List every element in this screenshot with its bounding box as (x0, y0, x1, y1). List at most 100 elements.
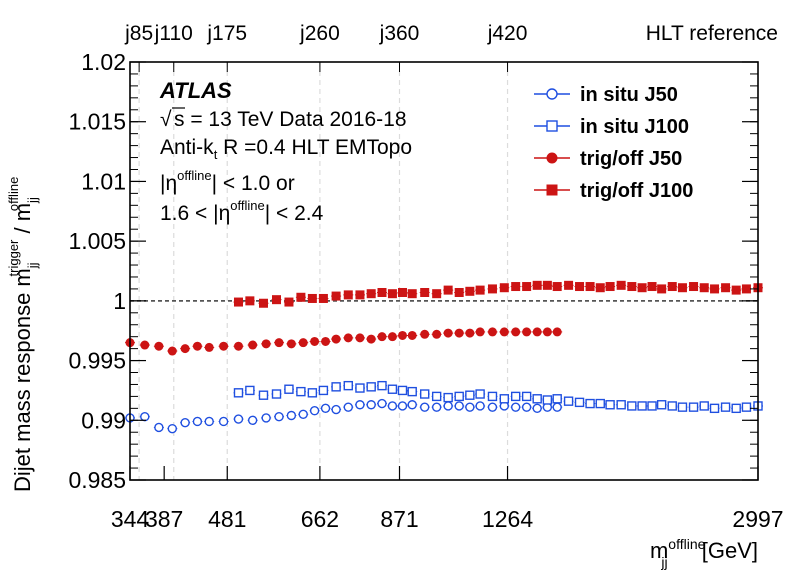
atlas-line-algo-post: R =0.4 HLT EMTopo (217, 136, 412, 159)
data-point (320, 403, 331, 414)
data-point (647, 401, 657, 411)
data-point (542, 280, 552, 290)
data-point (552, 282, 562, 292)
top-axis-trigger-label: j360 (379, 22, 420, 45)
x-axis-title-sub: jj (660, 554, 667, 570)
data-point (218, 416, 229, 427)
data-point (343, 380, 353, 391)
sqrt-symbol: √ (160, 108, 172, 131)
atlas-line-algo-pre: Anti-k (160, 136, 214, 159)
data-point (542, 395, 553, 405)
y-tick-label: 0.99 (81, 407, 126, 433)
atlas-annotation: ATLAS √ s = 13 TeV Data 2016-18 Anti-kt … (159, 78, 412, 225)
data-point (657, 284, 667, 294)
data-point (286, 410, 297, 421)
y-tick-label: 0.995 (68, 348, 126, 374)
data-point (585, 398, 595, 409)
data-point (689, 282, 699, 292)
data-point (167, 423, 178, 434)
data-point (397, 287, 407, 297)
data-point (261, 339, 271, 349)
data-point (309, 406, 320, 416)
x-tick-label: 1264 (482, 506, 533, 532)
y-tick-label: 1.005 (68, 228, 126, 254)
x-tick-label: 344 (111, 506, 150, 532)
grid-layer (138, 62, 509, 480)
data-point (377, 380, 387, 391)
top-axis-trigger-label: j420 (487, 22, 528, 45)
data-point (487, 391, 498, 402)
data-point (271, 389, 282, 399)
data-point (465, 402, 475, 412)
atlas-line-eta1-post: | < 1.0 or (212, 172, 295, 195)
data-point (627, 401, 637, 411)
x-tick-label: 481 (208, 506, 246, 532)
data-point (710, 284, 720, 294)
data-point (397, 330, 407, 340)
data-point (667, 282, 677, 292)
data-point (721, 283, 731, 293)
data-point (167, 346, 177, 356)
data-point (180, 344, 190, 354)
data-point (432, 329, 442, 339)
series-trig-off-j50 (125, 327, 563, 356)
data-point (258, 298, 268, 308)
data-point (627, 282, 637, 292)
data-point (233, 414, 244, 424)
legend-label: trig/off J50 (580, 148, 682, 170)
data-point (575, 282, 585, 292)
series-trig-off-j100 (233, 280, 763, 308)
data-point (307, 388, 318, 398)
data-point (407, 330, 417, 340)
data-point (741, 402, 752, 412)
data-point (355, 290, 365, 300)
y-axis-title-main: Dijet mass response m (10, 268, 35, 492)
data-point (532, 394, 542, 404)
data-point (258, 390, 269, 400)
data-point (667, 401, 677, 411)
data-point (443, 328, 453, 338)
data-point (420, 287, 430, 297)
data-point (454, 401, 464, 411)
data-point (310, 336, 320, 346)
data-point (366, 334, 376, 344)
data-point (475, 327, 485, 337)
data-point (247, 415, 258, 425)
y-axis-title: Dijet mass response mjjtrigger / mjjoffl… (6, 177, 40, 492)
data-point (454, 287, 464, 297)
data-point (677, 283, 687, 293)
data-point (321, 336, 331, 346)
data-point (154, 341, 164, 351)
data-point (431, 391, 442, 402)
atlas-line-algo: Anti-kt R =0.4 HLT EMTopo (160, 136, 412, 162)
data-point (192, 341, 202, 351)
top-axis-trigger-label: j85 (124, 22, 153, 45)
data-point (204, 416, 214, 427)
data-point (465, 286, 475, 296)
data-point (245, 296, 255, 306)
data-point (522, 327, 532, 337)
data-point (318, 293, 328, 303)
data-point (261, 413, 271, 423)
y-tick-label: 1.015 (68, 109, 126, 135)
data-point (180, 417, 190, 428)
data-point (709, 403, 720, 414)
atlas-line-eta1: |ηoffline| < 1.0 or (160, 168, 295, 195)
data-point (233, 297, 243, 307)
data-point (419, 402, 430, 412)
data-point (397, 401, 408, 411)
data-point (331, 382, 341, 392)
data-point (387, 289, 397, 299)
data-point (532, 280, 542, 290)
data-point (407, 400, 417, 410)
data-point (432, 289, 442, 299)
data-point (245, 385, 255, 396)
data-point (637, 401, 647, 411)
data-point (465, 390, 475, 400)
data-point (688, 402, 699, 412)
data-point (595, 283, 605, 293)
data-point (387, 332, 397, 342)
y-axis-title-sup2: offline (6, 177, 21, 211)
y-axis-title-sub1: jj (25, 262, 40, 269)
